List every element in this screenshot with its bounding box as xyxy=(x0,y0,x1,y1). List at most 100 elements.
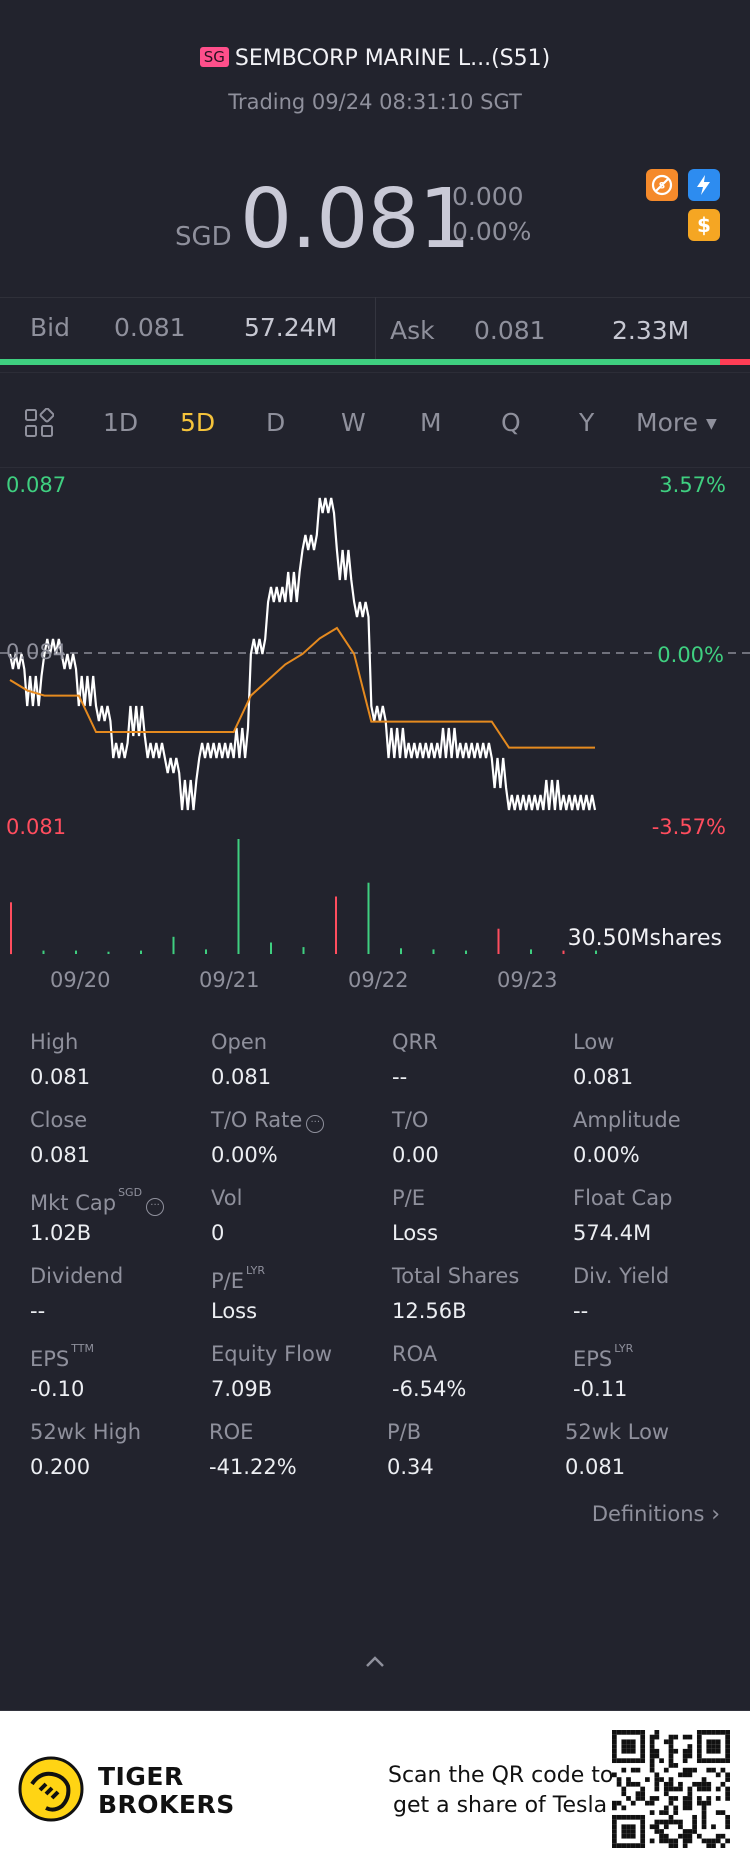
volume-bar xyxy=(400,948,402,955)
y-label-top-right: 3.57% xyxy=(659,473,726,497)
tab-q[interactable]: Q xyxy=(501,408,521,437)
qr-code xyxy=(612,1730,730,1848)
y-label-mid-right: 0.00% xyxy=(655,643,726,667)
volume-bar xyxy=(75,950,77,954)
stat-label-text: T/O xyxy=(392,1108,429,1132)
volume-label: 30.50Mshares xyxy=(567,926,722,951)
stat-label: Open xyxy=(211,1030,267,1054)
svg-text:S: S xyxy=(659,182,665,192)
price-line xyxy=(8,497,597,811)
stat-value: 0.00% xyxy=(573,1143,640,1167)
stat-label: EPS LYR xyxy=(573,1342,633,1371)
ask-price: 0.081 xyxy=(474,316,546,345)
volume-bar xyxy=(465,950,467,954)
tab-1d[interactable]: 1D xyxy=(103,408,139,437)
y-label-bottom-right: -3.57% xyxy=(651,815,726,839)
tab-m[interactable]: M xyxy=(420,408,442,437)
chevron-right-icon: › xyxy=(711,1502,720,1527)
flash-icon[interactable] xyxy=(688,169,720,201)
volume-bar xyxy=(172,936,175,955)
definitions-label: Definitions xyxy=(591,1502,705,1526)
stock-title[interactable]: SG SEMBCORP MARINE L...(S51) xyxy=(0,46,750,71)
stat-label: Equity Flow xyxy=(211,1342,332,1366)
stat-superscript: LYR xyxy=(614,1342,634,1355)
tab-w[interactable]: W xyxy=(341,408,366,437)
info-icon[interactable]: ··· xyxy=(146,1198,165,1216)
stat-value: -- xyxy=(573,1299,589,1323)
stat-value: 0.00% xyxy=(211,1143,278,1167)
stat-value: 12.56B xyxy=(392,1299,467,1323)
bid-ask-divider xyxy=(375,297,376,359)
stat-label-text: T/O Rate xyxy=(211,1108,303,1132)
stat-value: 574.4M xyxy=(573,1221,652,1245)
ask-size: 2.33M xyxy=(612,316,690,345)
bid-volume-bar xyxy=(0,359,720,365)
stat-value: 0.081 xyxy=(565,1455,626,1479)
stat-label: QRR xyxy=(392,1030,438,1054)
promo-text-line-2: get a share of Tesla xyxy=(393,1793,608,1818)
info-icon[interactable]: ··· xyxy=(306,1115,325,1133)
volume-bars xyxy=(10,839,597,955)
stat-value: 0 xyxy=(211,1221,225,1245)
volume-bar xyxy=(237,839,240,954)
market-flag-badge: SG xyxy=(199,47,229,67)
tab-d[interactable]: D xyxy=(266,408,286,437)
ask-label: Ask xyxy=(390,316,435,345)
volume-bar xyxy=(107,951,110,954)
stat-label: 52wk High xyxy=(30,1420,141,1444)
no-short-icon[interactable]: S xyxy=(646,169,678,201)
stat-label-text: 52wk High xyxy=(30,1420,141,1444)
chevron-up-icon[interactable] xyxy=(363,1652,387,1670)
y-label-bottom-left: 0.081 xyxy=(6,815,67,839)
stat-label: EPS TTM xyxy=(30,1342,94,1371)
stat-label: Total Shares xyxy=(392,1264,519,1288)
tab-5d[interactable]: 5D xyxy=(180,408,216,437)
stat-label-text: Low xyxy=(573,1030,615,1054)
stat-label: Vol xyxy=(211,1186,242,1210)
stat-value: -0.10 xyxy=(30,1377,85,1401)
price-chart[interactable] xyxy=(0,470,750,965)
stat-label: ROA xyxy=(392,1342,437,1366)
price-change-pct: 0.00% xyxy=(452,217,532,246)
stat-label-text: Dividend xyxy=(30,1264,124,1288)
trading-status: Trading 09/24 08:31:10 SGT xyxy=(228,90,522,114)
stat-label-text: ROA xyxy=(392,1342,438,1366)
stat-label-text: Open xyxy=(211,1030,268,1054)
stat-label-text: Total Shares xyxy=(392,1264,520,1288)
stat-value: 0.081 xyxy=(30,1065,91,1089)
more-dropdown[interactable]: More ▼ xyxy=(636,408,717,437)
stat-label: Low xyxy=(573,1030,614,1054)
stat-label: P/E xyxy=(392,1186,425,1210)
stat-label: High xyxy=(30,1030,78,1054)
stat-label-text: Close xyxy=(30,1108,88,1132)
volume-bar xyxy=(497,928,500,954)
stat-label[interactable]: T/O Rate ··· xyxy=(211,1108,325,1133)
stat-label-text: P/E xyxy=(211,1269,245,1293)
promo-text-line-1: Scan the QR code to xyxy=(388,1763,614,1788)
stat-label-text: Equity Flow xyxy=(211,1342,333,1366)
dollar-icon[interactable]: $ xyxy=(688,209,720,241)
stat-label-text: EPS xyxy=(30,1347,70,1371)
stat-value: -- xyxy=(392,1065,408,1089)
more-label: More xyxy=(636,408,698,437)
volume-bar xyxy=(595,950,597,954)
bid-label: Bid xyxy=(30,313,70,342)
stat-label-text: P/B xyxy=(387,1420,422,1444)
svg-text:$: $ xyxy=(697,213,711,237)
volume-bar xyxy=(432,949,435,954)
volume-bar xyxy=(140,950,142,954)
stat-label[interactable]: Mkt Cap SGD··· xyxy=(30,1186,165,1216)
stat-label-text: P/E xyxy=(392,1186,426,1210)
definitions-link[interactable]: Definitions › xyxy=(592,1502,720,1527)
average-price-line xyxy=(9,626,595,749)
stat-value: 0.081 xyxy=(30,1143,91,1167)
stat-label: Amplitude xyxy=(573,1108,681,1132)
volume-bar xyxy=(270,942,272,954)
volume-bar xyxy=(335,896,337,954)
brand-line-2: BROKERS xyxy=(98,1790,235,1819)
stat-value: -- xyxy=(30,1299,46,1323)
volume-bar xyxy=(562,950,565,954)
currency-label: SGD xyxy=(175,222,232,252)
tab-y[interactable]: Y xyxy=(579,408,595,437)
grid-layout-icon[interactable] xyxy=(24,407,55,438)
